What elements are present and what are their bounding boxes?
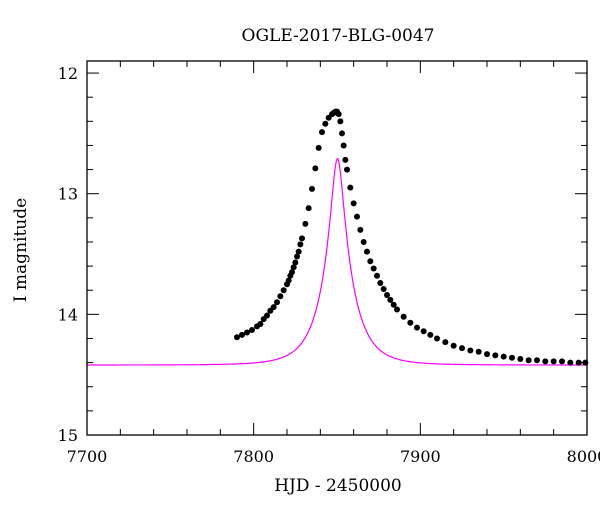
data-point bbox=[312, 165, 319, 172]
data-point bbox=[475, 348, 482, 355]
data-point bbox=[500, 353, 507, 360]
data-point bbox=[384, 292, 390, 299]
data-point bbox=[257, 321, 264, 328]
data-point bbox=[517, 355, 524, 362]
data-point bbox=[290, 264, 297, 271]
x-tick-label: 8000 bbox=[567, 447, 600, 466]
y-tick-label: 13 bbox=[58, 185, 78, 204]
data-point bbox=[309, 185, 315, 192]
data-point bbox=[285, 277, 292, 284]
data-point bbox=[350, 200, 357, 207]
data-point bbox=[344, 166, 350, 173]
data-point bbox=[239, 331, 245, 338]
data-point bbox=[299, 235, 305, 242]
data-point bbox=[337, 118, 344, 125]
data-point bbox=[434, 335, 440, 342]
data-point bbox=[414, 324, 420, 331]
data-point bbox=[427, 331, 434, 338]
x-tick-label: 7700 bbox=[67, 447, 108, 466]
data-point bbox=[347, 184, 354, 191]
data-point bbox=[234, 334, 240, 341]
x-tick-label: 7900 bbox=[400, 447, 441, 466]
data-point bbox=[319, 129, 325, 136]
data-point bbox=[442, 339, 449, 346]
x-axis-label: HJD - 2450000 bbox=[274, 476, 402, 496]
data-point bbox=[295, 248, 302, 255]
data-point bbox=[297, 241, 304, 248]
data-point bbox=[274, 299, 280, 306]
data-point bbox=[322, 120, 329, 127]
data-point bbox=[459, 345, 465, 352]
x-tick-labels: 7700 7800 7900 8000 bbox=[67, 447, 600, 466]
data-point bbox=[492, 352, 499, 359]
axis-ticks bbox=[86, 61, 588, 436]
data-point bbox=[374, 272, 380, 279]
data-point bbox=[294, 253, 300, 260]
data-point bbox=[542, 358, 549, 365]
data-point bbox=[380, 286, 387, 293]
data-point bbox=[249, 327, 255, 334]
data-point bbox=[370, 265, 377, 272]
data-point bbox=[407, 319, 414, 326]
data-point bbox=[302, 220, 309, 227]
data-point bbox=[559, 358, 565, 365]
data-point bbox=[340, 142, 347, 149]
data-point bbox=[264, 312, 270, 319]
data-point bbox=[342, 156, 349, 163]
data-point bbox=[305, 205, 312, 212]
x-tick-label: 7800 bbox=[233, 447, 274, 466]
data-point bbox=[360, 238, 367, 245]
plot-frame bbox=[86, 60, 588, 436]
data-points bbox=[234, 108, 589, 366]
y-tick-label: 15 bbox=[58, 426, 78, 445]
data-point bbox=[270, 304, 277, 311]
data-point bbox=[567, 359, 574, 366]
data-point bbox=[335, 111, 342, 118]
data-point bbox=[277, 293, 284, 300]
data-point bbox=[364, 248, 370, 255]
data-point bbox=[484, 351, 490, 358]
data-point bbox=[394, 306, 400, 313]
data-point bbox=[315, 144, 322, 151]
data-point bbox=[550, 358, 557, 365]
data-point bbox=[509, 354, 515, 361]
data-point bbox=[525, 357, 532, 364]
data-point bbox=[420, 328, 427, 335]
data-point bbox=[450, 342, 457, 349]
data-point bbox=[339, 130, 345, 137]
y-tick-label: 14 bbox=[58, 305, 78, 324]
y-tick-labels: 12 13 14 15 bbox=[58, 64, 78, 445]
data-point bbox=[467, 347, 474, 354]
data-point bbox=[367, 258, 374, 265]
data-point bbox=[357, 226, 364, 233]
data-point bbox=[289, 269, 295, 276]
data-point bbox=[575, 359, 582, 366]
data-point bbox=[400, 313, 407, 320]
data-point bbox=[377, 279, 384, 286]
data-point bbox=[354, 213, 360, 220]
data-point bbox=[534, 357, 540, 364]
data-point bbox=[244, 329, 250, 336]
chart-title: OGLE-2017-BLG-0047 bbox=[242, 26, 435, 46]
y-tick-label: 12 bbox=[58, 64, 78, 83]
data-point bbox=[387, 296, 394, 303]
data-point bbox=[280, 287, 287, 294]
data-point bbox=[390, 301, 397, 308]
data-point bbox=[292, 259, 299, 266]
y-axis-label: I magnitude bbox=[11, 198, 31, 302]
model-curve bbox=[87, 157, 587, 366]
